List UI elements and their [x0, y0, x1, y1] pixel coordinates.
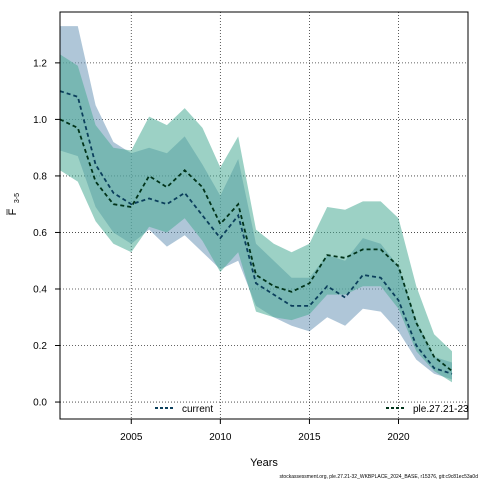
series-lines [59, 90, 453, 375]
x-tick-label: 2010 [209, 432, 232, 443]
legend: current ple.27.21-23 [155, 404, 469, 415]
series-line-2 [59, 118, 453, 372]
series-line-1 [59, 90, 453, 375]
x-tick-label: 2020 [387, 432, 410, 443]
x-tick-label: 2015 [298, 432, 321, 443]
y-tick-label: 0.6 [33, 228, 47, 239]
axes: 2005 2010 2015 2020 0.0 0.2 0.4 0.6 0.8 1.0 1.2 [33, 11, 469, 443]
confidence-band-1 [60, 26, 452, 380]
legend-label-2: ple.27.21-23 [413, 404, 469, 415]
footer-note: stockassessment.org, ple.27.21-32_WKBPLA… [280, 474, 479, 480]
y-tick-label: 0.0 [33, 398, 47, 409]
confidence-bands [60, 26, 452, 383]
y-axis-title-main: F [7, 208, 19, 215]
x-axis-title: Years [250, 457, 278, 469]
y-axis-title: F 3-5 [6, 193, 21, 215]
y-tick-label: 1.2 [33, 58, 47, 69]
y-tick-label: 1.0 [33, 115, 47, 126]
legend-label-1: current [182, 404, 213, 415]
y-tick-label: 0.4 [33, 284, 47, 295]
confidence-band-2 [60, 54, 452, 383]
x-tick-label: 2005 [120, 432, 143, 443]
plot-frame [59, 11, 469, 420]
y-tick-label: 0.2 [33, 341, 47, 352]
y-axis-title-subscript: 3-5 [14, 193, 21, 203]
y-tick-label: 0.8 [33, 171, 47, 182]
